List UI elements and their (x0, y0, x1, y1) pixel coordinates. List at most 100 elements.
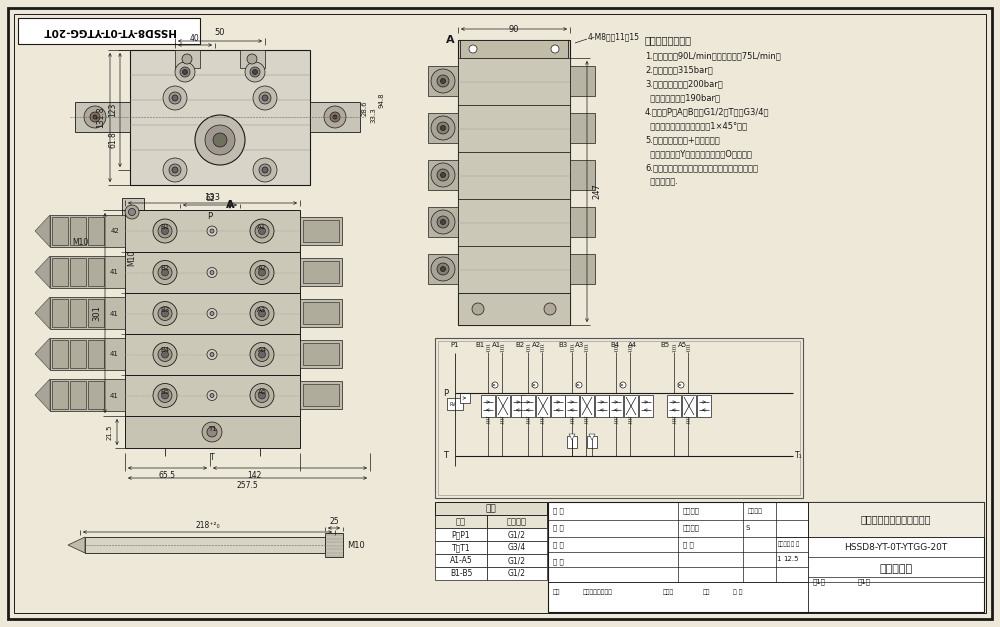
Circle shape (162, 269, 168, 276)
Bar (570, 160, 595, 190)
Bar (447, 398, 463, 410)
Text: 批 准: 批 准 (553, 559, 564, 566)
Polygon shape (35, 379, 50, 411)
Circle shape (250, 302, 274, 325)
Bar (458, 40, 570, 325)
Bar (130, 50, 310, 185)
Text: 审 核: 审 核 (553, 542, 564, 548)
Text: G1/2: G1/2 (508, 556, 526, 565)
Circle shape (492, 382, 498, 388)
Circle shape (207, 226, 217, 236)
Bar (52, 299, 68, 327)
Text: 共1张: 共1张 (858, 579, 871, 586)
Bar (88, 340, 104, 368)
Circle shape (245, 62, 265, 82)
Circle shape (158, 224, 172, 238)
Bar (565, 395, 579, 417)
Circle shape (255, 265, 269, 280)
Bar (435, 515, 487, 528)
Circle shape (437, 216, 449, 228)
Circle shape (437, 122, 449, 134)
Text: 过载阀调定压力190bar；: 过载阀调定压力190bar； (645, 93, 720, 102)
Bar (125, 210, 300, 252)
Bar (496, 395, 510, 417)
Circle shape (437, 263, 449, 275)
Circle shape (207, 308, 217, 319)
Circle shape (250, 219, 274, 243)
Text: A3: A3 (575, 342, 585, 348)
Text: 1: 1 (776, 556, 780, 562)
Bar (435, 554, 487, 567)
Circle shape (182, 54, 192, 64)
Circle shape (440, 219, 446, 224)
Text: 5.控制方式：手动+弹簧复位；: 5.控制方式：手动+弹簧复位； (645, 135, 720, 144)
Circle shape (258, 228, 266, 234)
Text: P、P1: P、P1 (452, 530, 470, 539)
Text: 42: 42 (110, 228, 119, 234)
Bar (435, 502, 547, 515)
Text: 工艺检查: 工艺检查 (683, 508, 700, 514)
Circle shape (205, 125, 235, 155)
Circle shape (258, 269, 266, 276)
Bar (125, 416, 300, 448)
Circle shape (440, 125, 446, 130)
Bar (460, 393, 470, 403)
Text: 94.8: 94.8 (378, 92, 384, 108)
Text: B1: B1 (160, 224, 170, 230)
Bar (667, 395, 681, 417)
Text: 第1张: 第1张 (813, 579, 826, 586)
Bar (536, 395, 550, 417)
Text: B5: B5 (160, 389, 170, 394)
Text: A: A (446, 35, 455, 45)
Bar (125, 293, 300, 334)
Text: S: S (746, 525, 750, 531)
Circle shape (163, 86, 187, 110)
Bar (125, 334, 300, 375)
Circle shape (431, 163, 455, 187)
Circle shape (153, 302, 177, 325)
Text: 6.阀体表面磷化处理，安全阀及螺堵镀锌，支架后: 6.阀体表面磷化处理，安全阀及螺堵镀锌，支架后 (645, 163, 758, 172)
Text: 接口: 接口 (456, 517, 466, 526)
Text: 均为平面密封，螺纹孔口倒1×45°角；: 均为平面密封，螺纹孔口倒1×45°角； (645, 121, 747, 130)
Text: HSSD8-YT-0T-YTGG-20T: HSSD8-YT-0T-YTGG-20T (844, 542, 948, 552)
Bar (52, 217, 68, 245)
Circle shape (258, 351, 266, 358)
Text: 制 图: 制 图 (553, 525, 564, 531)
Text: 螺纹规格: 螺纹规格 (507, 517, 527, 526)
Text: P1: P1 (451, 342, 459, 348)
Text: T1: T1 (208, 426, 216, 432)
Text: B2: B2 (515, 342, 525, 348)
Bar (50, 215, 125, 247)
Circle shape (324, 106, 346, 128)
Bar (70, 217, 86, 245)
Circle shape (678, 382, 684, 388)
Bar (428, 160, 458, 190)
Bar (75, 102, 130, 132)
Text: 133: 133 (205, 193, 220, 202)
Bar (521, 395, 535, 417)
Circle shape (472, 303, 484, 315)
Circle shape (125, 205, 139, 219)
Circle shape (207, 427, 217, 437)
Bar (458, 293, 570, 325)
Text: HSSD8-YT-0T-YTGG-20T: HSSD8-YT-0T-YTGG-20T (43, 26, 175, 36)
Bar (624, 395, 638, 417)
Circle shape (90, 112, 100, 122)
Bar (511, 395, 525, 417)
Bar (548, 502, 984, 612)
Bar (303, 220, 339, 242)
Text: 标准检查: 标准检查 (683, 525, 700, 531)
Text: P: P (443, 389, 448, 398)
Circle shape (84, 106, 106, 128)
Text: 五联多路阀: 五联多路阀 (879, 564, 913, 574)
Bar (458, 105, 570, 152)
Text: A4: A4 (257, 347, 267, 354)
Text: RV: RV (450, 401, 456, 406)
Text: B4: B4 (610, 342, 620, 348)
Circle shape (250, 260, 274, 285)
Circle shape (180, 67, 190, 77)
Text: G3/4: G3/4 (508, 543, 526, 552)
Circle shape (255, 389, 269, 403)
Text: T、T1: T、T1 (452, 543, 470, 552)
Bar (428, 66, 458, 96)
